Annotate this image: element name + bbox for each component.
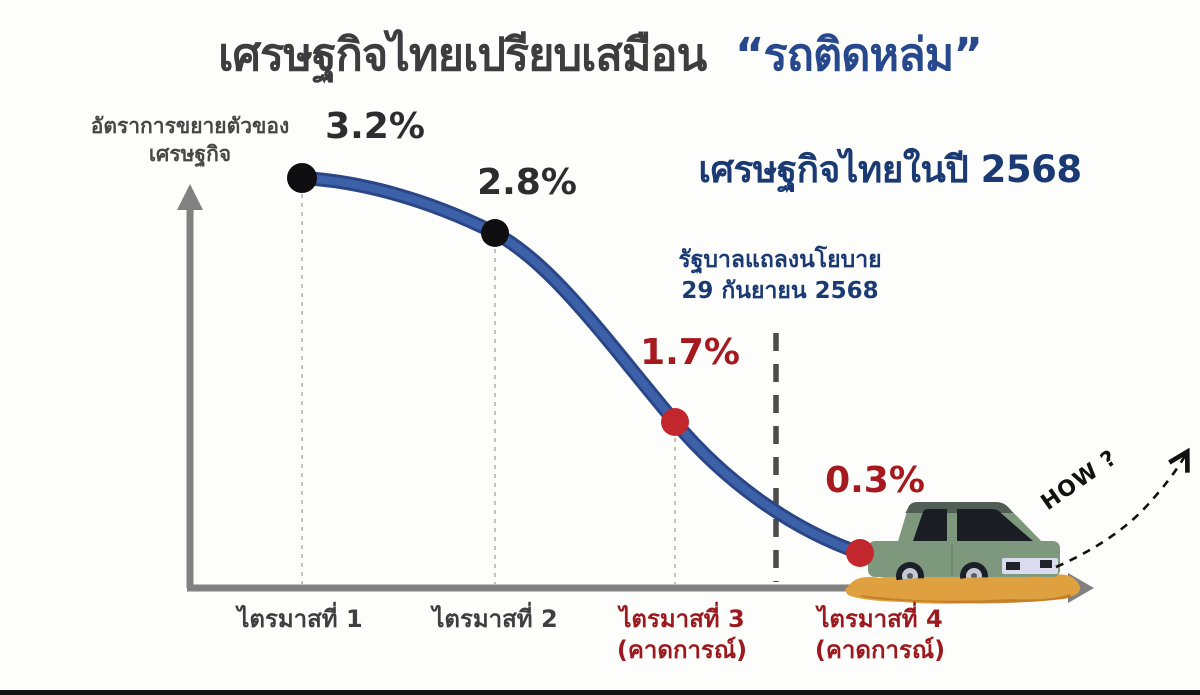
x-tick-q1: ไตรมาสที่ 1 [237,605,363,633]
car-window-rear [957,509,1033,541]
data-point-q4 [846,539,874,567]
data-points [287,163,874,567]
how-arrow-icon [1055,447,1190,569]
car-illustration [868,502,1060,590]
x-tick-q2: ไตรมาสที่ 2 [432,605,558,633]
y-axis [177,184,203,588]
value-label-q3: 1.7% [640,332,740,373]
y-axis-label: อัตราการขยายตัวของ เศรษฐกิจ [90,114,290,167]
value-label-q2: 2.8% [477,162,577,203]
x-tick-q4: ไตรมาสที่ 4 (คาดการณ์) [814,605,946,665]
bottom-border [0,690,1200,695]
page-title: เศรษฐกิจไทยเปรียบเสมือน “รถติดหล่ม” [0,18,1200,90]
x-tick-q3: ไตรมาสที่ 3 (คาดการณ์) [616,605,748,665]
gdp-curve [295,171,867,560]
value-label-q1: 3.2% [325,106,425,147]
data-point-q3 [661,408,689,436]
drop-lines [301,194,676,584]
title-main: เศรษฐกิจไทยเปรียบเสมือน [218,28,707,81]
value-label-q4: 0.3% [825,460,925,501]
car-window-front [913,509,947,541]
title-quoted: “รถติดหล่ม” [734,28,983,81]
data-point-q2 [481,219,509,247]
policy-annotation: รัฐบาลแถลงนโยบาย 29 กันยายน 2568 [678,247,882,305]
mud-front [845,576,1079,604]
subtitle-heading: เศรษฐกิจไทยในปี 2568 [698,148,1082,191]
data-point-q1 [287,163,317,193]
